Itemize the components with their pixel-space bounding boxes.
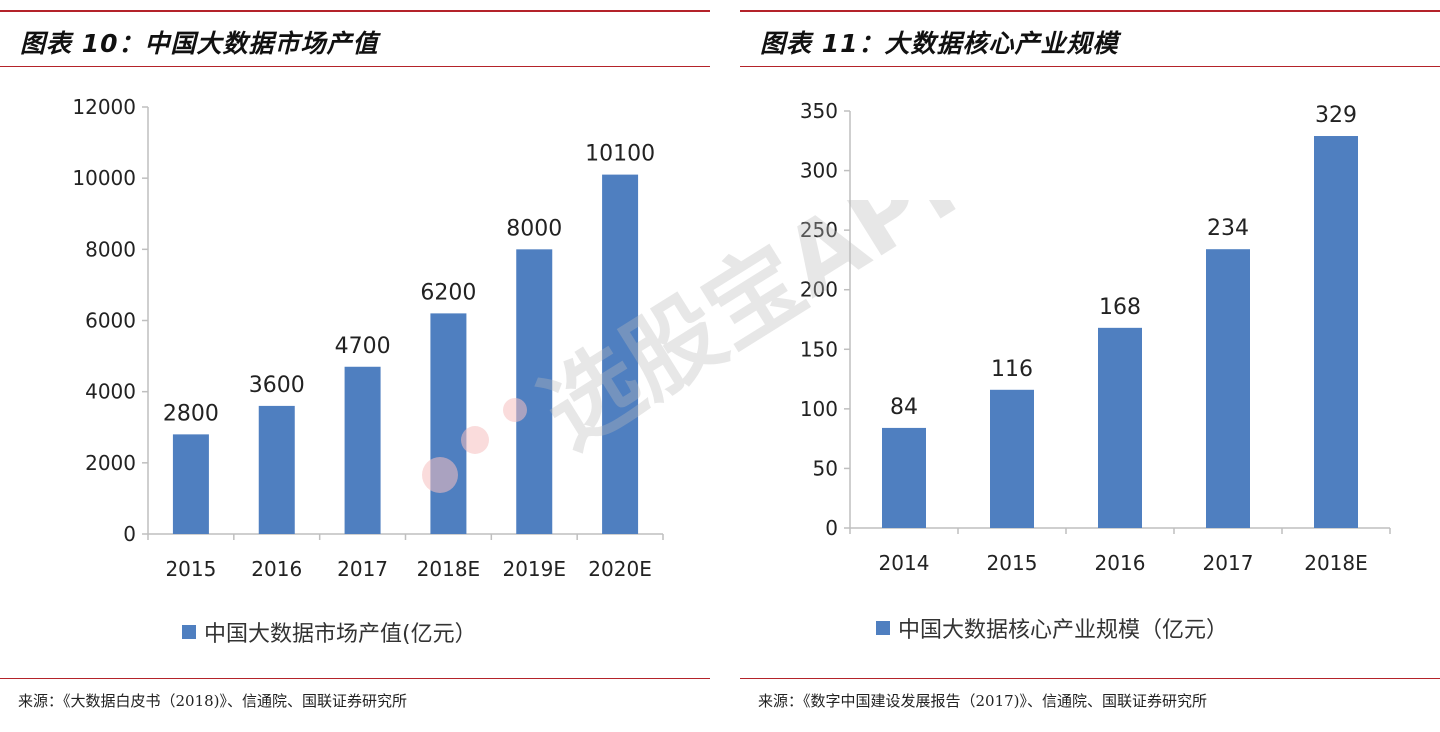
y-tick-label: 0 <box>825 516 838 540</box>
y-tick-label: 150 <box>800 337 838 361</box>
data-label: 8000 <box>506 216 562 241</box>
top-rule <box>740 10 1440 12</box>
data-label: 234 <box>1207 216 1249 241</box>
y-tick-label: 300 <box>800 159 838 183</box>
bar <box>1098 327 1142 528</box>
data-label: 168 <box>1099 295 1141 320</box>
bar <box>516 249 553 535</box>
data-label: 116 <box>991 357 1033 382</box>
bar-chart-market-value: 0 2000 4000 6000 8000 10000 12000 2800 2015 3600 2… <box>72 95 664 581</box>
legend-label: 中国大数据核心产业规模（亿元） <box>898 618 1229 643</box>
top-rule <box>0 10 710 12</box>
right-chart-panel: 图表 11：大数据核心产业规模 0 50 100 150 200 250 300 350 84 2… <box>740 0 1440 732</box>
x-tick-label: 2017 <box>1203 551 1254 575</box>
bar <box>602 174 639 534</box>
chart-legend: 中国大数据核心产业规模（亿元） <box>876 612 1228 644</box>
source-note: 来源：《大数据白皮书（2018)》、信通院、国联证券研究所 <box>18 692 408 710</box>
y-tick-label: 100 <box>800 397 838 421</box>
data-label: 3600 <box>249 373 305 398</box>
x-tick-label: 2017 <box>337 557 388 581</box>
title-rule <box>0 66 710 67</box>
y-tick-label: 350 <box>800 99 838 123</box>
chart-legend: 中国大数据市场产值(亿元） <box>182 616 477 648</box>
source-rule <box>740 678 1440 679</box>
y-tick-label: 8000 <box>85 237 136 261</box>
x-tick-label: 2014 <box>879 551 930 575</box>
x-tick-label: 2015 <box>165 557 216 581</box>
x-tick-label: 2019E <box>502 557 566 581</box>
y-tick-label: 6000 <box>85 309 136 333</box>
bar-chart-core-industry: 0 50 100 150 200 250 300 350 84 2014 116 2015 168 201… <box>800 99 1391 575</box>
x-tick-label: 2016 <box>251 557 302 581</box>
legend-swatch <box>182 625 196 639</box>
y-tick-label: 10000 <box>72 166 136 190</box>
bar <box>172 434 209 534</box>
legend-label: 中国大数据市场产值(亿元） <box>204 622 477 647</box>
title-rule <box>740 66 1440 67</box>
bar <box>1206 249 1250 528</box>
y-tick-label: 4000 <box>85 380 136 404</box>
y-tick-label: 12000 <box>72 95 136 119</box>
data-label: 4700 <box>335 334 391 359</box>
data-label: 84 <box>890 395 918 420</box>
bar <box>882 427 926 528</box>
data-label: 2800 <box>163 401 219 426</box>
x-tick-label: 2018E <box>1304 551 1368 575</box>
y-tick-label: 0 <box>123 522 136 546</box>
bar <box>990 389 1034 528</box>
data-label: 10100 <box>585 142 655 167</box>
legend-swatch <box>876 621 890 635</box>
chart-title: 图表 10：中国大数据市场产值 <box>20 29 379 58</box>
y-tick-label: 50 <box>813 456 838 480</box>
data-label: 329 <box>1315 103 1357 128</box>
bar <box>258 405 295 534</box>
bar <box>1314 136 1358 528</box>
chart-title: 图表 11：大数据核心产业规模 <box>760 29 1119 58</box>
x-tick-label: 2018E <box>417 557 481 581</box>
source-rule <box>0 678 710 679</box>
x-tick-label: 2016 <box>1095 551 1146 575</box>
left-chart-panel: 图表 10：中国大数据市场产值 0 2000 4000 6000 8000 10000 12… <box>0 0 710 732</box>
x-tick-label: 2020E <box>588 557 652 581</box>
bar <box>430 313 467 534</box>
y-tick-label: 2000 <box>85 451 136 475</box>
bar <box>344 366 381 534</box>
source-note: 来源：《数字中国建设发展报告（2017)》、信通院、国联证券研究所 <box>758 692 1208 710</box>
y-tick-label: 200 <box>800 278 838 302</box>
y-tick-label: 250 <box>800 218 838 242</box>
data-label: 6200 <box>420 280 476 305</box>
x-tick-label: 2015 <box>987 551 1038 575</box>
